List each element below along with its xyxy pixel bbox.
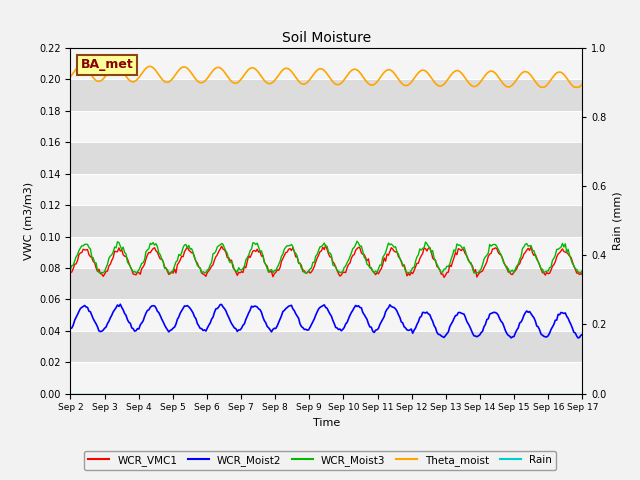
Bar — [70, 331, 582, 362]
Bar — [70, 48, 582, 79]
Y-axis label: Rain (mm): Rain (mm) — [612, 192, 622, 250]
Bar — [70, 142, 582, 174]
Bar — [70, 174, 582, 205]
Bar — [70, 111, 582, 142]
X-axis label: Time: Time — [313, 418, 340, 428]
Bar — [70, 362, 582, 394]
Bar — [70, 300, 582, 331]
Legend: WCR_VMC1, WCR_Moist2, WCR_Moist3, Theta_moist, Rain: WCR_VMC1, WCR_Moist2, WCR_Moist3, Theta_… — [84, 451, 556, 470]
Title: Soil Moisture: Soil Moisture — [282, 32, 371, 46]
Bar — [70, 268, 582, 300]
Text: BA_met: BA_met — [81, 59, 133, 72]
Bar — [70, 237, 582, 268]
Bar — [70, 79, 582, 111]
Y-axis label: VWC (m3/m3): VWC (m3/m3) — [24, 182, 33, 260]
Bar — [70, 205, 582, 237]
